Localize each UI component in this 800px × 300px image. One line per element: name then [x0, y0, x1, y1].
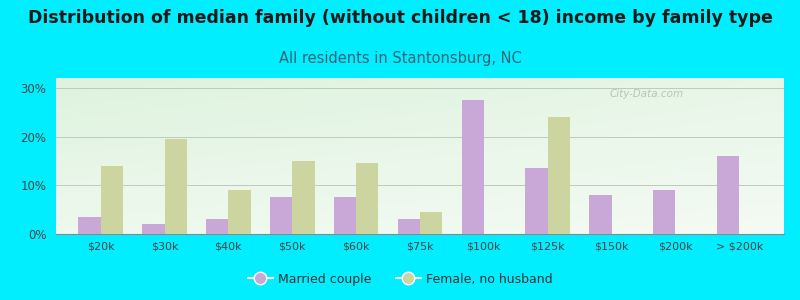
Bar	[356, 163, 378, 234]
Bar	[398, 219, 420, 234]
Bar	[420, 212, 442, 234]
Text: All residents in Stantonsburg, NC: All residents in Stantonsburg, NC	[278, 51, 522, 66]
Bar	[229, 190, 250, 234]
Text: Distribution of median family (without children < 18) income by family type: Distribution of median family (without c…	[27, 9, 773, 27]
Bar	[101, 166, 123, 234]
Bar	[653, 190, 675, 234]
Bar	[142, 224, 165, 234]
Bar	[78, 217, 101, 234]
Bar	[206, 219, 229, 234]
Bar	[717, 156, 739, 234]
Bar	[590, 195, 611, 234]
Bar	[334, 197, 356, 234]
Bar	[165, 139, 187, 234]
Bar	[548, 117, 570, 234]
Text: City-Data.com: City-Data.com	[610, 89, 683, 99]
Bar	[270, 197, 292, 234]
Bar	[292, 161, 314, 234]
Bar	[462, 100, 484, 234]
Legend: Married couple, Female, no husband: Married couple, Female, no husband	[242, 268, 558, 291]
Bar	[526, 168, 548, 234]
